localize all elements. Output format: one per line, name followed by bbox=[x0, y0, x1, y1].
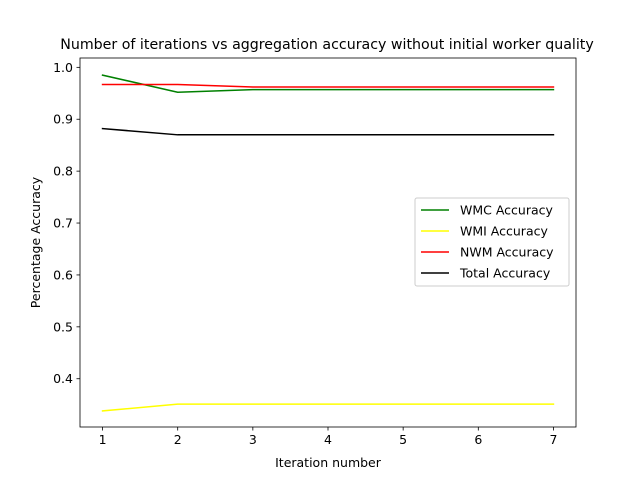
legend-items: WMC Accuracy WMI Accuracy NWM Accuracy Tota… bbox=[421, 203, 554, 281]
legend-label-3: Total Accuracy bbox=[459, 266, 551, 281]
legend-label-2: NWM Accuracy bbox=[460, 245, 554, 260]
x-axis-label: Iteration number bbox=[275, 455, 382, 470]
series-line-1 bbox=[101, 403, 555, 412]
x-tick-label: 4 bbox=[324, 432, 332, 447]
y-tick-label: 0.5 bbox=[53, 319, 73, 334]
x-tick-label: 3 bbox=[249, 432, 257, 447]
y-axis-ticks: 0.4 0.5 0.6 0.7 0.8 0.9 1.0 bbox=[53, 60, 80, 386]
x-tick-label: 6 bbox=[474, 432, 482, 447]
series-layer bbox=[101, 74, 555, 412]
y-tick-label: 0.9 bbox=[53, 112, 73, 127]
y-tick-label: 0.8 bbox=[53, 164, 73, 179]
chart-title: Number of iterations vs aggregation accu… bbox=[60, 37, 594, 53]
series-line-0 bbox=[101, 74, 555, 93]
x-tick-label: 7 bbox=[549, 432, 557, 447]
x-axis-ticks: 1 2 3 4 5 6 7 bbox=[99, 427, 557, 447]
y-tick-label: 0.7 bbox=[53, 216, 73, 231]
legend: WMC Accuracy WMI Accuracy NWM Accuracy Tota… bbox=[414, 197, 570, 287]
series-line-3 bbox=[101, 127, 555, 136]
x-tick-label: 2 bbox=[174, 432, 182, 447]
legend-label-0: WMC Accuracy bbox=[460, 203, 554, 218]
y-tick-label: 0.6 bbox=[53, 267, 73, 282]
y-tick-label: 0.4 bbox=[53, 371, 73, 386]
y-tick-label: 1.0 bbox=[53, 60, 73, 75]
y-axis-label: Percentage Accuracy bbox=[28, 176, 43, 308]
x-tick-label: 1 bbox=[99, 432, 107, 447]
series-line-2 bbox=[101, 83, 555, 88]
x-tick-label: 5 bbox=[399, 432, 407, 447]
legend-box bbox=[414, 197, 570, 287]
legend-label-1: WMI Accuracy bbox=[460, 224, 548, 239]
